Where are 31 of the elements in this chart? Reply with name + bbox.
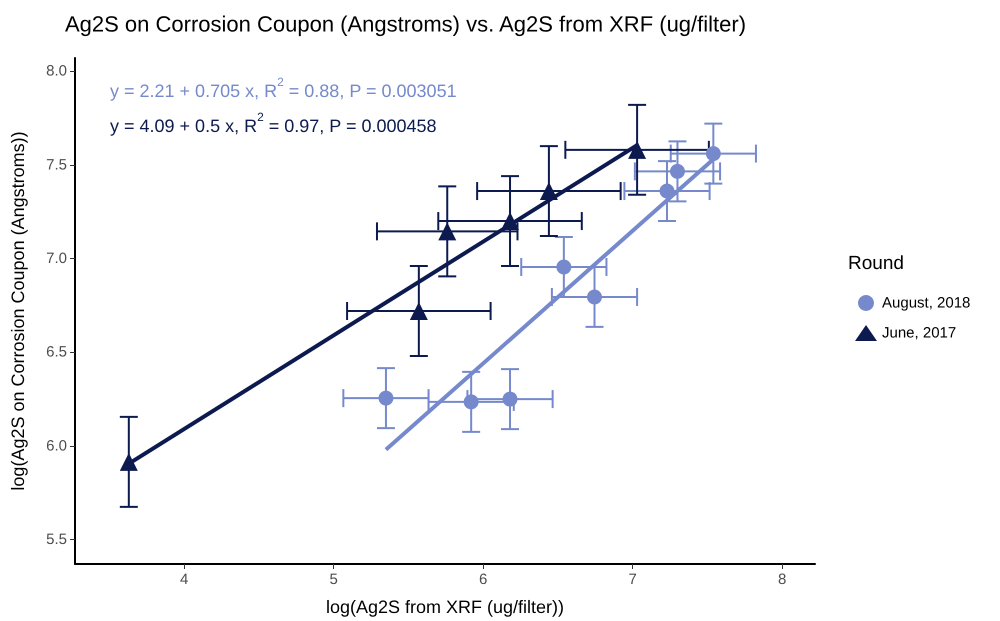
x-axis-title: log(Ag2S from XRF (ug/filter))	[326, 597, 564, 617]
point	[464, 394, 479, 410]
point	[502, 392, 518, 407]
point	[670, 164, 685, 179]
point	[438, 222, 456, 240]
x-tick-label: 5	[329, 571, 338, 588]
x-tick-label: 8	[778, 571, 786, 588]
y-tick-label: 6.5	[46, 344, 67, 361]
y-axis-title: log(Ag2S on Corrosion Coupon (Angstroms))	[8, 131, 28, 491]
point	[410, 302, 428, 320]
x-tick-label: 6	[478, 571, 488, 588]
point	[501, 212, 520, 230]
x-tick-label: 4	[180, 571, 188, 588]
chart-title: Ag2S on Corrosion Coupon (Angstroms) vs. Ag2S from XRF (ug/filter)	[65, 12, 746, 36]
point	[587, 289, 602, 304]
point	[540, 182, 558, 200]
y-tick-label: 6.0	[46, 437, 67, 454]
x-tick-label: 7	[628, 571, 637, 588]
legend-title: Round	[848, 253, 904, 274]
y-tick-label: 5.5	[46, 531, 67, 548]
y-tick-label: 7.5	[46, 156, 67, 174]
legend-label: August, 2018	[882, 294, 970, 312]
point	[660, 184, 674, 199]
point	[378, 390, 394, 406]
point	[556, 259, 572, 274]
legend-label: June, 2017	[882, 324, 956, 342]
y-tick-label: 7.0	[46, 250, 67, 268]
point	[120, 452, 138, 471]
point	[628, 140, 646, 159]
y-tick-label: 8.0	[46, 62, 67, 80]
point	[706, 146, 721, 162]
